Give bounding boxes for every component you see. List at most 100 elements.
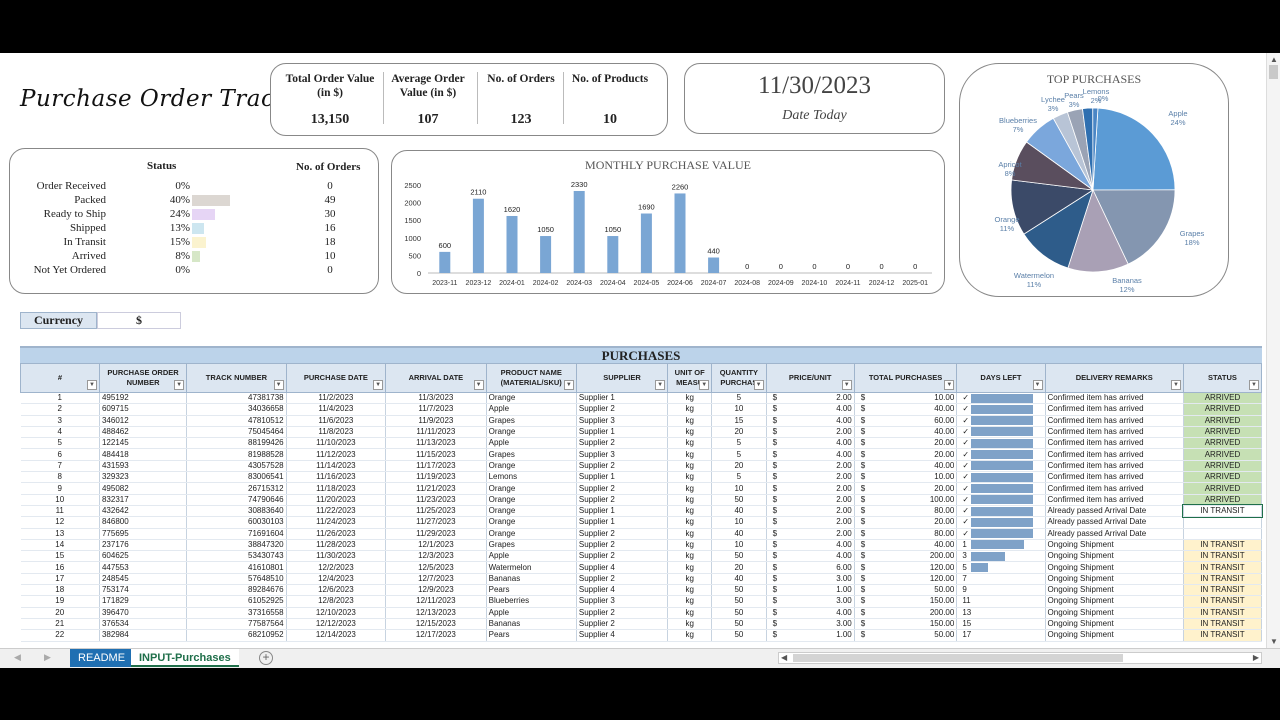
table-cell[interactable]: 609715	[99, 403, 188, 416]
table-cell[interactable]: Supplier 1	[576, 471, 669, 484]
table-cell[interactable]: $2.00	[766, 494, 855, 506]
table-cell[interactable]: ✓	[956, 494, 1046, 506]
table-cell[interactable]: 57648510	[186, 573, 287, 586]
table-cell[interactable]: 488462	[99, 426, 188, 439]
status-cell[interactable]: IN TRANSIT	[1183, 539, 1263, 552]
table-cell[interactable]: Ongoing Shipment	[1045, 607, 1184, 619]
table-cell[interactable]: 12/4/2023	[286, 573, 387, 586]
table-cell[interactable]: kg	[667, 550, 713, 563]
table-cell[interactable]: Supplier 1	[576, 505, 669, 518]
table-cell[interactable]: 5	[956, 561, 1046, 574]
table-row[interactable]: 11 432642 30883640 11/22/2023 11/25/2023 Oran…	[20, 504, 1263, 518]
filter-dropdown-icon[interactable]: ▼	[655, 380, 666, 390]
table-cell[interactable]: 21	[20, 618, 100, 631]
table-cell[interactable]: Supplier 2	[576, 607, 669, 619]
table-cell[interactable]: 20	[711, 561, 767, 574]
table-cell[interactable]: 13	[20, 528, 100, 540]
table-cell[interactable]: ✓	[956, 516, 1046, 529]
table-cell[interactable]: 11/16/2023	[286, 471, 387, 484]
table-cell[interactable]: 14	[20, 539, 100, 552]
table-cell[interactable]: Ongoing Shipment	[1045, 573, 1184, 586]
table-cell[interactable]: 11/26/2023	[286, 528, 387, 540]
table-cell[interactable]: $1.00	[766, 584, 855, 597]
table-cell[interactable]: 12/10/2023	[286, 607, 387, 619]
table-cell[interactable]: ✓	[956, 403, 1046, 416]
table-cell[interactable]: 61052925	[186, 595, 287, 608]
status-cell[interactable]: IN TRANSIT	[1183, 595, 1263, 608]
table-row[interactable]: 3 346012 47810512 11/6/2023 11/9/2023 Grapes S…	[20, 415, 1263, 427]
status-cell[interactable]: ARRIVED	[1183, 460, 1263, 473]
table-cell[interactable]: Grapes	[486, 539, 577, 552]
table-cell[interactable]: 12/5/2023	[385, 561, 487, 574]
table-cell[interactable]: Confirmed item has arrived	[1045, 494, 1184, 506]
table-cell[interactable]: 81988528	[186, 448, 287, 461]
status-cell[interactable]: IN TRANSIT	[1183, 550, 1263, 563]
status-cell[interactable]: ARRIVED	[1183, 494, 1263, 506]
table-cell[interactable]: $4.00	[766, 607, 855, 619]
status-cell[interactable]: ARRIVED	[1183, 437, 1263, 450]
currency-input[interactable]: $	[97, 312, 181, 329]
table-cell[interactable]: 604625	[99, 550, 188, 563]
table-cell[interactable]: $150.00	[854, 618, 958, 631]
table-cell[interactable]: Already passed Arrival Date	[1045, 528, 1184, 540]
column-header[interactable]: SUPPLIER ▼	[575, 363, 669, 393]
horizontal-scrollbar[interactable]: ◀ ▶	[778, 652, 1262, 664]
table-cell[interactable]: 38847320	[186, 539, 287, 552]
table-row[interactable]: 6 484418 81988528 11/12/2023 11/15/2023 Grape…	[20, 448, 1263, 461]
table-cell[interactable]: 431593	[99, 460, 188, 473]
table-cell[interactable]: 47381738	[186, 392, 287, 405]
table-row[interactable]: 18 753174 89284676 12/6/2023 12/9/2023 Pears S…	[20, 584, 1263, 597]
table-cell[interactable]: Supplier 2	[576, 482, 669, 495]
status-cell[interactable]	[1183, 528, 1263, 540]
table-cell[interactable]: 1	[20, 392, 100, 405]
table-cell[interactable]: $40.00	[854, 460, 958, 473]
table-cell[interactable]: Ongoing Shipment	[1045, 618, 1184, 631]
table-cell[interactable]: Orange	[486, 505, 577, 518]
table-cell[interactable]: 10	[711, 482, 767, 495]
table-cell[interactable]: 495192	[99, 392, 188, 405]
table-cell[interactable]: Supplier 1	[576, 392, 669, 405]
table-cell[interactable]: 74790646	[186, 494, 287, 506]
table-cell[interactable]: 1	[956, 539, 1046, 552]
table-cell[interactable]: kg	[667, 629, 713, 642]
table-cell[interactable]: $2.00	[766, 392, 855, 405]
table-cell[interactable]: $80.00	[854, 505, 958, 518]
table-cell[interactable]: 10	[711, 516, 767, 529]
table-cell[interactable]: 11/10/2023	[286, 437, 387, 450]
table-cell[interactable]: Orange	[486, 392, 577, 405]
table-cell[interactable]: Grapes	[486, 415, 577, 427]
h-scroll-right-icon[interactable]: ▶	[1252, 653, 1259, 662]
table-cell[interactable]: Apple	[486, 607, 577, 619]
table-row[interactable]: 19 171829 61052925 12/8/2023 12/11/2023 Blueb…	[20, 595, 1263, 608]
column-header[interactable]: # ▼	[20, 363, 100, 393]
scroll-down-arrow-icon[interactable]: ▼	[1270, 637, 1278, 646]
table-cell[interactable]: Orange	[486, 482, 577, 495]
table-row[interactable]: 5 122145 88199426 11/10/2023 11/13/2023 Apple…	[20, 437, 1263, 450]
table-cell[interactable]: $2.00	[766, 460, 855, 473]
table-cell[interactable]: ✓	[956, 471, 1046, 484]
table-cell[interactable]: kg	[667, 607, 713, 619]
add-sheet-icon[interactable]: +	[259, 651, 273, 665]
table-cell[interactable]: ✓	[956, 426, 1046, 439]
table-cell[interactable]: 8	[20, 471, 100, 484]
table-cell[interactable]: 68210952	[186, 629, 287, 642]
table-cell[interactable]: 11/7/2023	[385, 403, 487, 416]
table-cell[interactable]: kg	[667, 426, 713, 439]
table-cell[interactable]: Bananas	[486, 573, 577, 586]
table-row[interactable]: 20 396470 37316558 12/10/2023 12/13/2023 Appl…	[20, 607, 1263, 619]
table-cell[interactable]: $4.00	[766, 437, 855, 450]
table-cell[interactable]: 30883640	[186, 505, 287, 518]
table-cell[interactable]: 11/24/2023	[286, 516, 387, 529]
table-cell[interactable]: Supplier 3	[576, 595, 669, 608]
table-cell[interactable]: Apple	[486, 550, 577, 563]
table-cell[interactable]: 15	[956, 618, 1046, 631]
filter-dropdown-icon[interactable]: ▼	[753, 380, 764, 390]
table-cell[interactable]: 15	[20, 550, 100, 563]
table-row[interactable]: 4 488462 75045464 11/8/2023 11/11/2023 Orange…	[20, 426, 1263, 439]
table-cell[interactable]: kg	[667, 561, 713, 574]
table-cell[interactable]: Pears	[486, 629, 577, 642]
table-cell[interactable]: 484418	[99, 448, 188, 461]
table-cell[interactable]: Supplier 2	[576, 403, 669, 416]
table-cell[interactable]: 11/29/2023	[385, 528, 487, 540]
filter-dropdown-icon[interactable]: ▼	[563, 380, 574, 390]
